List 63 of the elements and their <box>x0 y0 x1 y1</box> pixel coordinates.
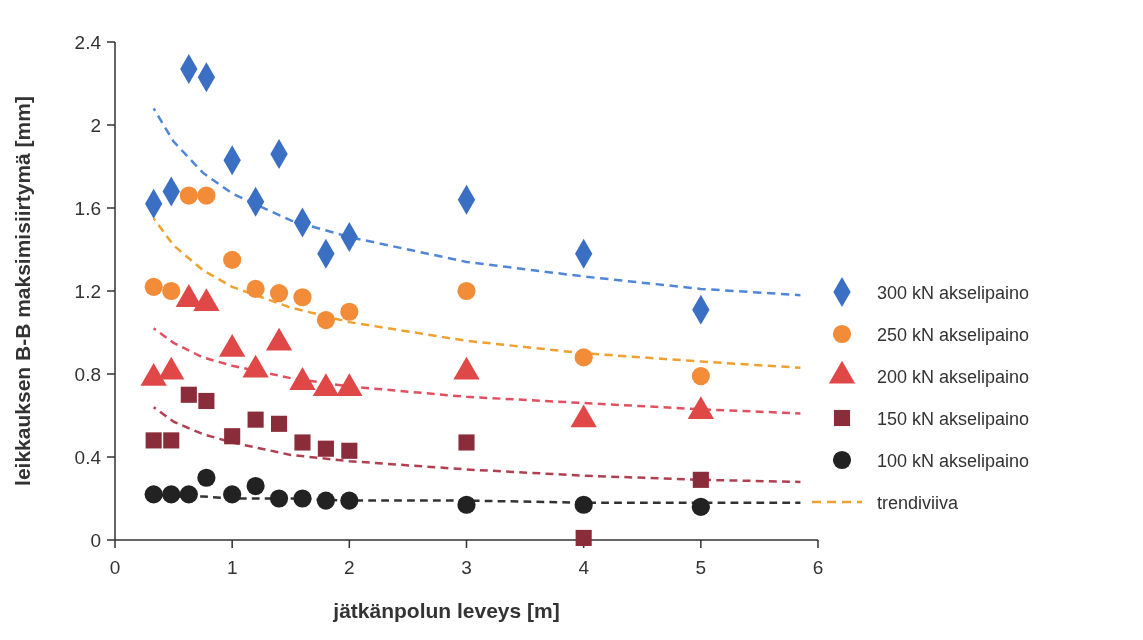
legend-label: 200 kN akselipaino <box>877 367 1030 387</box>
point <box>162 281 181 301</box>
point <box>293 288 312 307</box>
point <box>294 434 311 451</box>
line-series <box>152 107 802 297</box>
legend-label: 300 kN akselipaino <box>877 283 1030 303</box>
point <box>341 442 358 459</box>
legend-label: 100 kN akselipaino <box>877 451 1030 471</box>
x-tick-label: 6 <box>812 557 824 578</box>
y-tick-label: 2 <box>90 115 101 136</box>
point <box>574 495 593 514</box>
point <box>223 485 242 504</box>
point <box>145 432 162 449</box>
point <box>574 348 593 367</box>
line-series <box>152 327 802 415</box>
point <box>269 284 289 303</box>
point <box>197 186 216 205</box>
point <box>316 491 335 510</box>
point <box>458 434 475 451</box>
x-axis-title: jätkänpolun leveys [m] <box>332 599 560 622</box>
point <box>179 186 198 205</box>
x-tick-label: 4 <box>578 557 590 578</box>
point <box>247 411 264 428</box>
y-tick-label: 0 <box>90 530 101 551</box>
point <box>692 471 709 488</box>
point <box>316 310 335 330</box>
point <box>144 277 163 296</box>
y-tick-label: 0.4 <box>74 447 102 468</box>
y-axis-title: leikkauksen B-B maksimisiirtymä [mm] <box>11 96 34 486</box>
y-tick-label: 0.8 <box>74 364 101 385</box>
point <box>223 250 242 269</box>
legend-label: 150 kN akselipaino <box>877 409 1030 429</box>
x-tick-label: 2 <box>344 557 355 578</box>
y-tick-label: 2.4 <box>74 32 102 53</box>
point <box>163 432 180 449</box>
point <box>180 386 197 403</box>
point <box>179 485 198 504</box>
legend-label: trendiviiva <box>877 493 960 513</box>
point <box>317 440 334 457</box>
point <box>162 485 181 504</box>
point <box>269 489 289 508</box>
y-tick-label: 1.2 <box>74 281 101 302</box>
point <box>198 392 215 410</box>
point <box>246 279 265 298</box>
x-tick-label: 5 <box>695 557 707 578</box>
point <box>691 367 710 386</box>
point <box>691 497 710 516</box>
point <box>293 489 312 508</box>
y-tick-label: 1.6 <box>74 198 101 219</box>
point <box>197 468 216 487</box>
point <box>270 415 288 432</box>
point <box>246 476 265 496</box>
point <box>144 485 163 504</box>
point <box>457 495 476 514</box>
x-tick-label: 1 <box>226 557 238 578</box>
point <box>340 491 359 510</box>
point <box>224 428 241 445</box>
point <box>340 302 359 321</box>
x-tick-label: 0 <box>109 557 121 578</box>
point <box>575 529 592 546</box>
legend-label: 250 kN akselipaino <box>877 325 1030 345</box>
point <box>457 281 476 301</box>
x-tick-label: 3 <box>461 557 472 578</box>
